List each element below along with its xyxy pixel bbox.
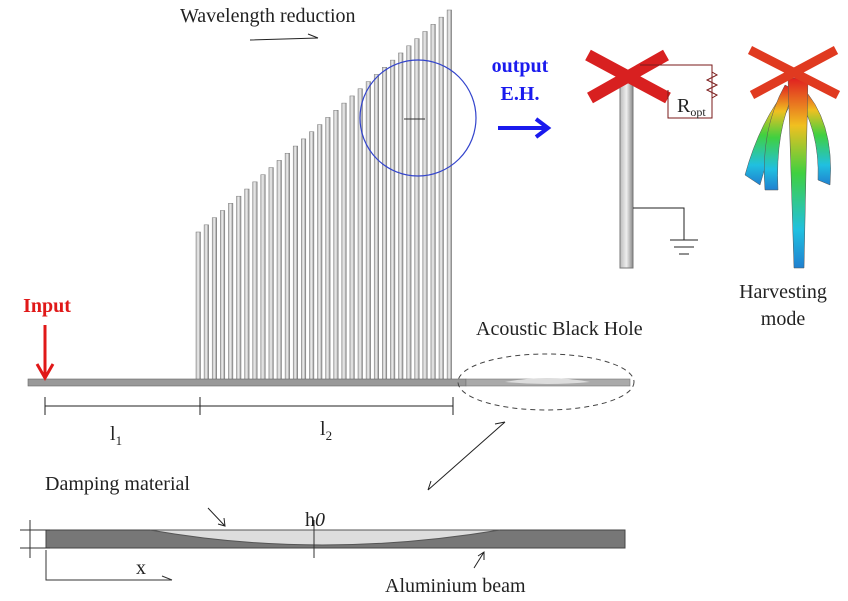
h-sub: 0 (315, 509, 325, 531)
abh-taper (505, 378, 590, 384)
rod (276, 160, 282, 383)
aluminium-arrow (473, 551, 485, 569)
x-label: x (136, 557, 146, 579)
rod (211, 217, 217, 383)
rod (292, 145, 298, 383)
harvester-post (619, 81, 634, 269)
r: R (677, 95, 691, 117)
r-opt-label: Ropt (677, 95, 706, 119)
zoom-circle (359, 59, 477, 177)
wave-arrow (249, 33, 319, 41)
rod (195, 231, 201, 383)
l: l (320, 418, 326, 440)
abh-label: Acoustic Black Hole (476, 318, 643, 340)
rod (301, 138, 307, 383)
rod (236, 195, 242, 383)
x-axis (45, 550, 173, 581)
rod (373, 74, 379, 383)
rod (422, 31, 428, 383)
beam (27, 378, 467, 387)
dimension-lines (44, 397, 454, 415)
wavelength-label: Wavelength reduction (180, 5, 356, 27)
aluminium-label: Aluminium beam (385, 575, 526, 597)
rod (365, 81, 371, 383)
rod (390, 59, 396, 383)
ground (633, 207, 698, 255)
rod-array (195, 9, 452, 383)
rod (268, 167, 274, 383)
rod (446, 9, 452, 383)
h0-label: h0 (305, 509, 325, 531)
l: l (110, 423, 116, 445)
input-label: Input (23, 295, 71, 317)
rod (438, 16, 444, 383)
l-sub: 1 (116, 433, 123, 448)
circuit (640, 64, 713, 119)
r-sub: opt (690, 105, 706, 119)
l1-label: l1 (110, 423, 122, 448)
abh-ellipse (457, 353, 635, 411)
eh-label: E.H. (501, 83, 540, 105)
rod (309, 131, 315, 383)
rod (228, 203, 234, 383)
l-sub: 2 (326, 428, 333, 443)
rod (398, 52, 404, 383)
rod (406, 45, 412, 383)
harvesting-label: Harvesting (739, 281, 827, 303)
output-arrow (498, 117, 552, 139)
rod (260, 174, 266, 383)
rod (203, 224, 209, 383)
rod (414, 38, 420, 383)
damping-arrow (207, 507, 226, 527)
rod (284, 152, 290, 383)
rod (317, 124, 323, 383)
rod (341, 102, 347, 383)
damping-material (149, 529, 501, 546)
rod (430, 24, 436, 383)
zoom-arrow (427, 421, 506, 491)
h: h (305, 509, 315, 531)
harvesting-mode-figure (744, 45, 841, 269)
rod (252, 181, 258, 383)
rod (325, 117, 331, 383)
input-arrow (35, 325, 55, 382)
damping-label: Damping material (45, 473, 190, 495)
output-label: output (492, 55, 549, 77)
mode-label: mode (761, 308, 806, 330)
harvester-cross (585, 49, 671, 104)
l2-label: l2 (320, 418, 332, 443)
rod (349, 95, 355, 383)
thickness-mark (20, 520, 50, 558)
rod (244, 188, 250, 383)
resistor (705, 71, 719, 99)
rod (220, 210, 226, 383)
rod (333, 110, 339, 383)
rod (382, 67, 388, 383)
